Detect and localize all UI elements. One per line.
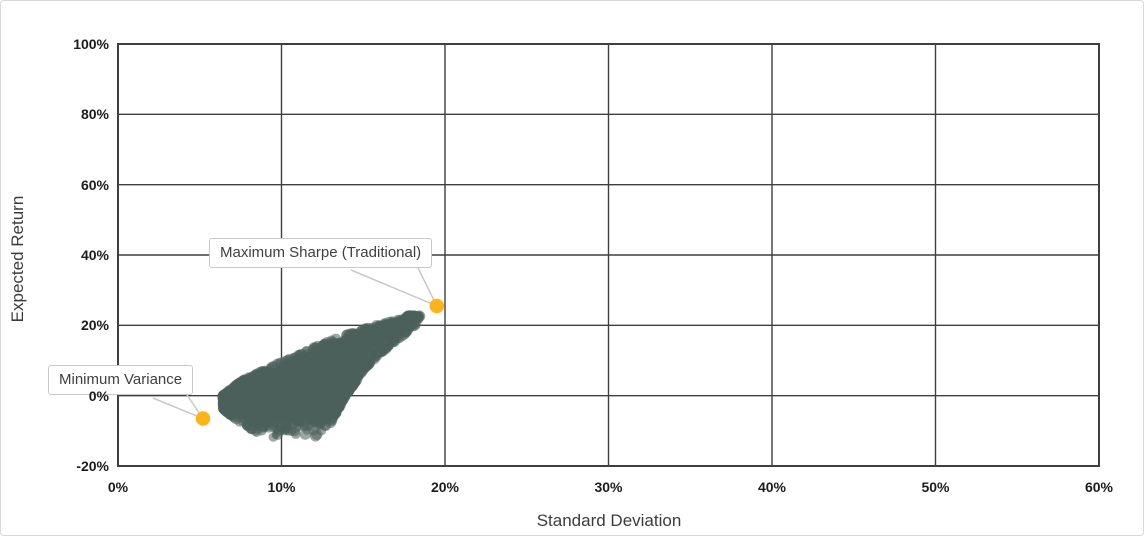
x-tick-label: 40% <box>757 479 787 495</box>
callout-maximum-sharpe-label: Maximum Sharpe (Traditional) <box>220 244 422 261</box>
callout-minimum-variance-label: Minimum Variance <box>59 371 183 388</box>
plot-border <box>117 43 1100 467</box>
x-tick-label: 10% <box>267 479 296 495</box>
callout-minimum-variance: Minimum Variance <box>48 365 194 395</box>
y-tick-label: 20% <box>80 317 109 334</box>
x-tick-label: 0% <box>107 479 129 495</box>
portfolio-cloud <box>217 310 426 442</box>
y-tick-label: 0% <box>88 387 109 404</box>
max-sharpe-point[interactable] <box>429 298 445 314</box>
y-tick-label: 80% <box>80 106 109 123</box>
x-tick-label: 20% <box>430 479 460 495</box>
min-variance-point[interactable] <box>195 411 211 426</box>
y-tick-label: 60% <box>80 176 109 193</box>
y-tick-label: 100% <box>73 36 109 52</box>
callout-maximum-sharpe: Maximum Sharpe (Traditional) <box>209 238 433 268</box>
y-tick-label: 40% <box>80 247 109 263</box>
x-tick-label: 50% <box>921 479 950 495</box>
y-tick-label: -20% <box>76 458 109 474</box>
leader-line-min-variance <box>152 397 204 420</box>
x-axis-title: Standard Deviation <box>536 511 682 530</box>
x-tick-label: 30% <box>594 479 623 495</box>
leader-line-max-sharpe <box>350 269 438 307</box>
x-tick-label: 60% <box>1084 479 1114 495</box>
